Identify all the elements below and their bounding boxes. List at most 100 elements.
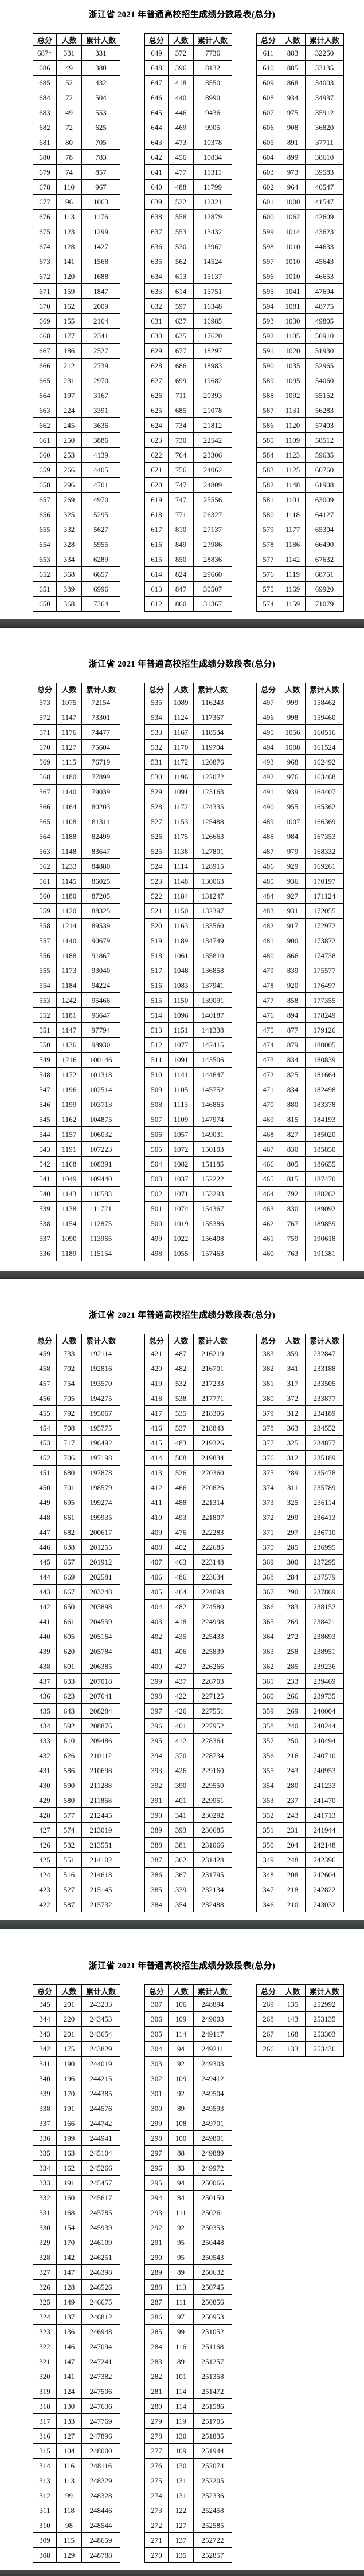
cell-score: 267 (256, 2026, 280, 2042)
cell-count: 190 (56, 2056, 82, 2071)
cell-count: 1196 (56, 1082, 82, 1097)
cell-count: 1163 (168, 918, 194, 933)
table-row: 559 1120 88325 (33, 903, 120, 919)
table-row: 514 1096 140187 (144, 1007, 232, 1023)
cell-count: 84 (168, 2190, 194, 2205)
table-row: 337 166 244742 (33, 2116, 120, 2131)
cell-score: 289 (144, 2264, 169, 2280)
score-table: 总分 人数 累计人数 345 201 243233 344 220 243453 343 201 24… (33, 1984, 120, 2563)
cell-count: 1010 (280, 239, 306, 254)
cell-cumulative: 246675 (81, 2294, 120, 2310)
cell-cumulative: 246109 (81, 2235, 120, 2250)
table-row: 381 317 233505 (256, 1376, 344, 1391)
cell-count: 1114 (168, 858, 194, 874)
cell-score: 403 (144, 1614, 169, 1629)
cell-count: 850 (168, 552, 194, 567)
cell-count: 269 (280, 1614, 306, 1629)
cell-count: 1216 (56, 1052, 82, 1068)
cell-score: 574 (256, 596, 280, 612)
cell-count: 177 (56, 328, 82, 344)
table-row: 527 1153 125488 (144, 814, 232, 829)
table-row: 382 341 233188 (256, 1361, 344, 1376)
cell-cumulative: 47694 (305, 283, 344, 299)
cell-score: 550 (33, 1037, 57, 1053)
cell-cumulative: 113965 (81, 1231, 120, 1246)
cell-cumulative: 228364 (193, 1733, 232, 1748)
cell-score: 322 (33, 2339, 57, 2354)
table-row: 367 290 237869 (256, 1584, 344, 1600)
cell-score: 394 (144, 1748, 169, 1763)
table-row: 526 1175 126663 (144, 829, 232, 844)
cell-cumulative: 247636 (81, 2398, 120, 2414)
cell-score: 530 (144, 769, 169, 785)
cell-count: 792 (280, 1186, 306, 1202)
table-row: 686 49 380 (33, 60, 120, 76)
cell-score: 278 (144, 2428, 169, 2444)
table-row: 677 96 1063 (33, 194, 120, 210)
cell-cumulative: 239735 (305, 1688, 344, 1704)
column-header-score: 总分 (144, 683, 169, 695)
cell-cumulative: 131247 (193, 888, 232, 904)
cell-count: 412 (168, 1733, 194, 1748)
table-row: 426 532 213551 (33, 1837, 120, 1853)
table-row: 516 1083 137941 (144, 978, 232, 993)
cell-score: 410 (144, 1510, 169, 1525)
table-row: 391 401 229951 (144, 1793, 232, 1808)
table-header-row: 总分 人数 累计人数 (33, 683, 120, 695)
cell-count: 166 (56, 2116, 82, 2131)
table-row: 458 702 192816 (33, 1361, 120, 1376)
cell-cumulative: 251835 (193, 2428, 232, 2444)
cell-cumulative: 5295 (81, 507, 120, 522)
cell-score: 360 (256, 1688, 280, 1704)
cell-score: 371 (256, 1525, 280, 1540)
cell-score: 478 (256, 978, 280, 993)
table-row: 296 83 249972 (144, 2160, 232, 2176)
score-table: 总分 人数 累计人数 687↑ 331 331 686 49 380 685 52 432 684 72 5… (33, 33, 120, 612)
table-row: 586 1120 57403 (256, 417, 344, 433)
cell-cumulative: 55152 (305, 388, 344, 403)
table-row: 497 999 158462 (256, 695, 344, 710)
cell-cumulative: 249117 (193, 2026, 232, 2042)
cell-count: 1092 (280, 388, 306, 403)
cell-cumulative: 36820 (305, 120, 344, 135)
cell-count: 160 (56, 2190, 82, 2205)
score-table: 总分 人数 累计人数 573 1075 72154 572 1147 73301 571 1176 7… (33, 683, 120, 1261)
cell-cumulative: 244019 (81, 2056, 120, 2071)
table-row: 365 269 238421 (256, 1614, 344, 1629)
cell-score: 407 (144, 1554, 169, 1570)
table-row: 384 354 232488 (144, 1897, 232, 1912)
table-row: 372 299 236413 (256, 1510, 344, 1525)
cell-score: 609 (256, 75, 280, 90)
table-header-row: 总分 人数 累计人数 (144, 33, 232, 46)
cell-cumulative: 215145 (81, 1882, 120, 1897)
cell-score: 368 (256, 1569, 280, 1585)
cell-cumulative: 159460 (305, 710, 344, 725)
table-header-row: 总分 人数 累计人数 (33, 1334, 120, 1346)
table-row: 633 614 15751 (144, 283, 232, 299)
cell-cumulative: 98930 (81, 1037, 120, 1053)
cell-cumulative: 231428 (193, 1852, 232, 1868)
cell-score: 649 (144, 45, 169, 61)
cell-score: 586 (256, 417, 280, 433)
cell-count: 1075 (56, 695, 82, 710)
cell-count: 1071 (168, 1186, 194, 1202)
cell-score: 348 (256, 1867, 280, 1882)
cell-count: 94 (168, 2041, 194, 2057)
table-row: 540 1143 110583 (33, 1186, 120, 1202)
table-row: 667 186 2527 (33, 343, 120, 359)
table-row: 407 463 223148 (144, 1554, 232, 1570)
cell-score: 458 (33, 1361, 57, 1376)
cell-count: 466 (168, 1480, 194, 1495)
table-row: 505 1072 150103 (144, 1141, 232, 1157)
cell-count: 72 (56, 90, 82, 105)
table-row: 348 208 242604 (256, 1867, 344, 1882)
cell-score: 406 (144, 1569, 169, 1585)
cell-cumulative: 195067 (81, 1405, 120, 1421)
table-header-row: 总分 人数 累计人数 (256, 683, 344, 695)
cell-count: 266 (56, 462, 82, 478)
cell-count: 610 (56, 1733, 82, 1748)
cell-score: 492 (256, 769, 280, 785)
table-row: 399 437 226703 (144, 1673, 232, 1689)
cell-score: 491 (256, 784, 280, 799)
table-row: 475 877 179126 (256, 1022, 344, 1038)
